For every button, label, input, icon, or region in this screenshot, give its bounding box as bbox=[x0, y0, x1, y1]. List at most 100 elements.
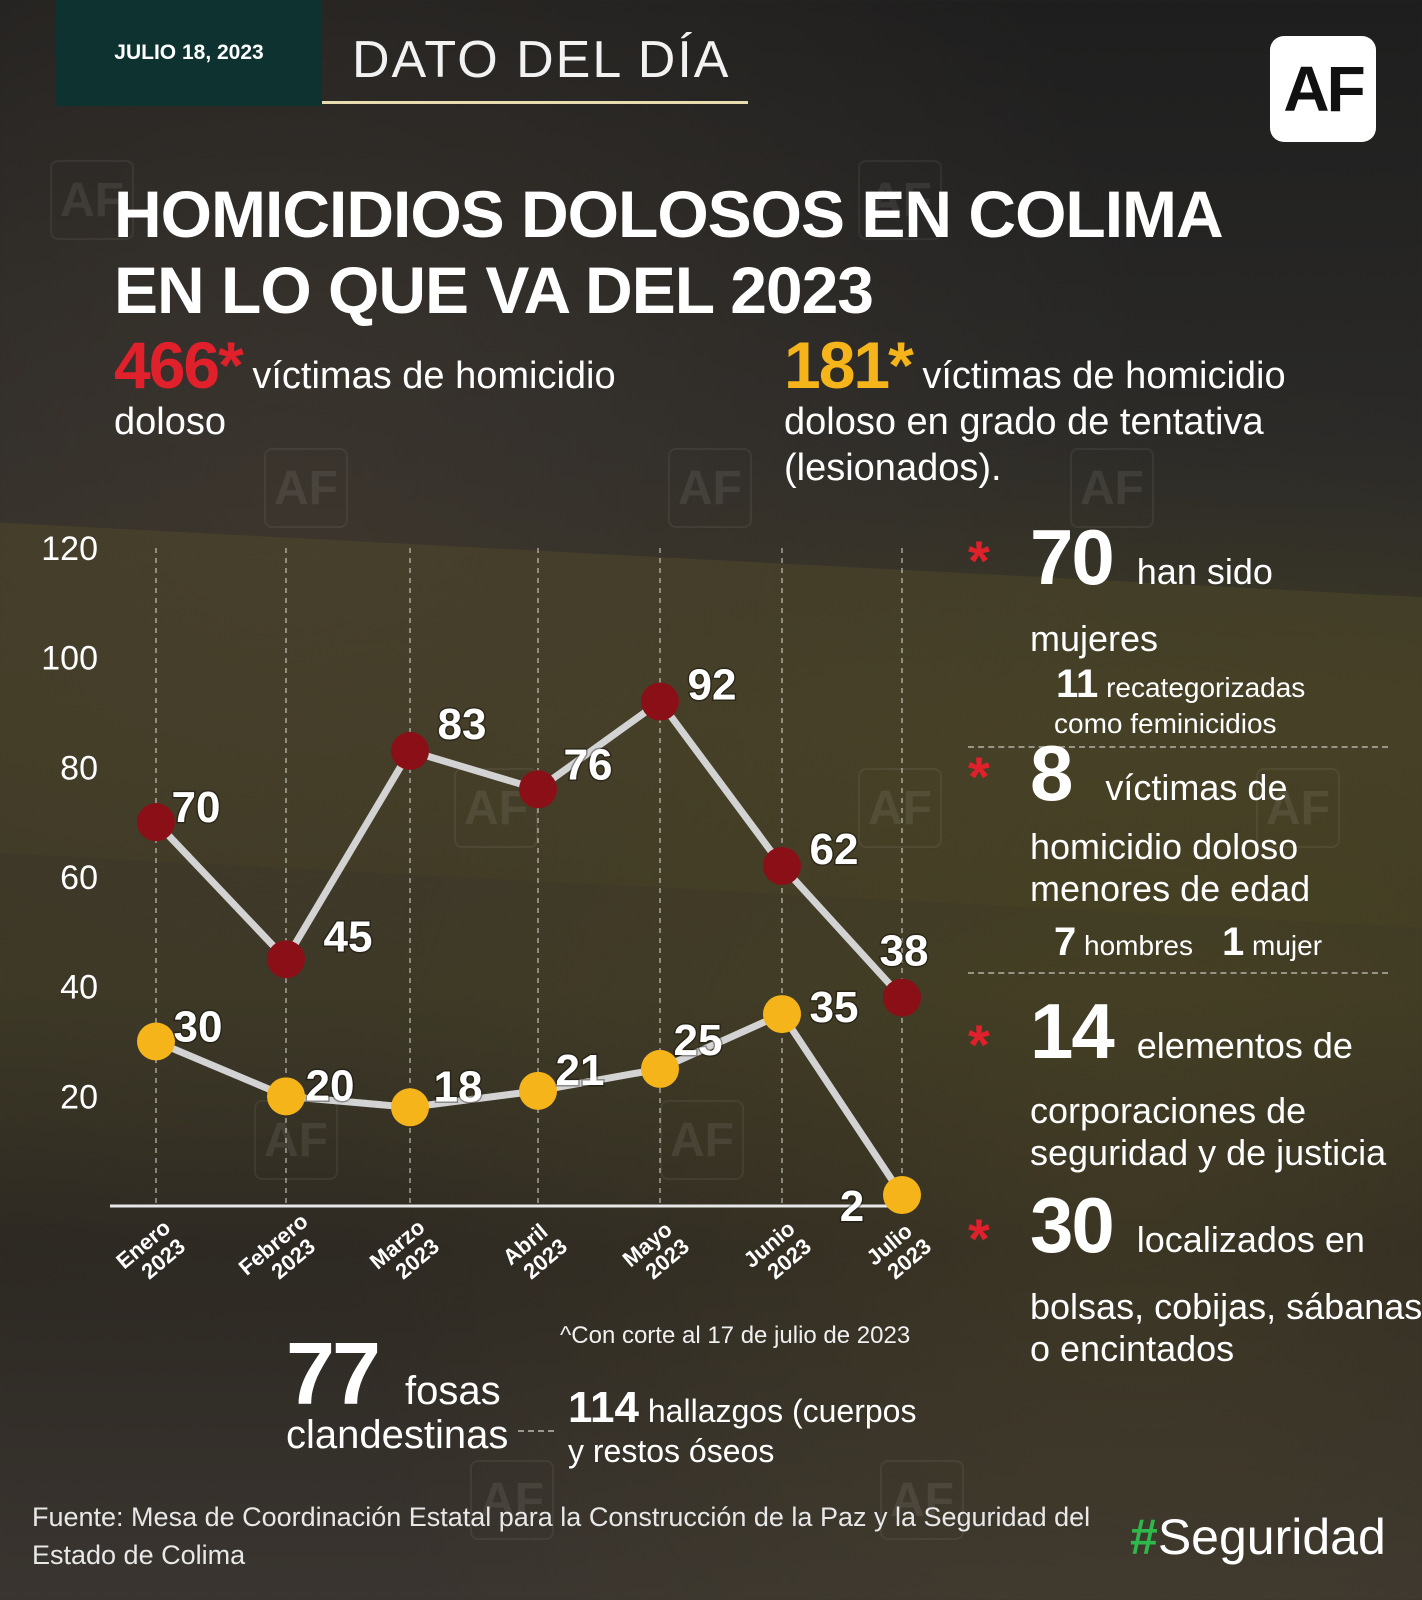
x-axis: Enero2023 Febrero2023 Marzo2023 Abril2023 Ma… bbox=[111, 1208, 936, 1280]
attempt-text: víctimas de homicidio doloso en grado de… bbox=[784, 355, 1286, 489]
series-points bbox=[137, 682, 921, 1215]
watermark-logo: AF bbox=[660, 1100, 744, 1180]
watermark-logo: AF bbox=[668, 448, 752, 528]
section-title: DATO DEL DÍA bbox=[352, 31, 731, 89]
security-number: 14 bbox=[1030, 987, 1115, 1075]
y-tick-label: 120 bbox=[41, 530, 98, 568]
data-label: 83 bbox=[438, 700, 487, 749]
girl-text: mujer bbox=[1252, 930, 1323, 961]
data-point bbox=[641, 682, 679, 721]
x-tick-label: Julio2023 bbox=[861, 1215, 936, 1280]
data-label: 76 bbox=[564, 740, 613, 789]
data-label: 92 bbox=[688, 661, 737, 710]
main-title-line2: EN LO QUE VA DEL 2023 bbox=[114, 253, 874, 327]
victims-stat: 466* víctimas de homicidio doloso bbox=[114, 332, 616, 445]
watermark-logo: AF bbox=[1070, 448, 1154, 528]
girls-line: 1 mujer bbox=[1222, 920, 1322, 965]
data-point bbox=[137, 1022, 175, 1061]
boys-line: 7 hombres bbox=[1054, 920, 1193, 965]
data-point bbox=[883, 1176, 921, 1215]
watermark-logo: AF bbox=[264, 448, 348, 528]
men-number: 7 bbox=[1054, 920, 1077, 964]
hash-symbol: # bbox=[1130, 1509, 1158, 1565]
bags-text-3: o encintados bbox=[1030, 1328, 1235, 1369]
x-tick-label: Enero2023 bbox=[111, 1215, 190, 1280]
y-tick-label: 60 bbox=[60, 859, 98, 897]
data-point bbox=[519, 770, 557, 809]
data-label: 35 bbox=[810, 983, 859, 1032]
watermark-logo: AF bbox=[858, 160, 942, 240]
data-label: 20 bbox=[306, 1061, 355, 1110]
x-tick-label: Junio2023 bbox=[739, 1215, 816, 1280]
minors-text-2: homicidio doloso bbox=[1030, 826, 1299, 867]
bags-number: 30 bbox=[1030, 1181, 1115, 1269]
watermark-logo: AF bbox=[880, 1460, 964, 1540]
x-tick-label: Marzo2023 bbox=[365, 1214, 445, 1280]
chart-grid bbox=[110, 548, 903, 1208]
security-text-2: corporaciones de bbox=[1030, 1090, 1307, 1131]
hashtag: #Seguridad bbox=[1130, 1508, 1386, 1566]
graves-number: 77 bbox=[286, 1324, 381, 1423]
data-label: 38 bbox=[880, 927, 929, 976]
side-divider bbox=[968, 746, 1388, 748]
date-badge: JULIO 18, 2023 bbox=[56, 0, 322, 106]
femicide-text-2: como feminicidios bbox=[1054, 708, 1277, 739]
victims-text-2: doloso bbox=[114, 401, 226, 443]
data-label: 21 bbox=[556, 1046, 605, 1095]
watermark-logo: AF bbox=[1256, 768, 1340, 848]
data-point bbox=[883, 978, 921, 1017]
data-point bbox=[391, 1088, 429, 1127]
watermark-logo: AF bbox=[50, 160, 134, 240]
data-label: 30 bbox=[174, 1003, 223, 1052]
women-number: 70 bbox=[1030, 513, 1115, 601]
bags-text: localizados en bbox=[1136, 1219, 1365, 1260]
watermark-logo: AF bbox=[470, 1460, 554, 1540]
hashtag-word: Seguridad bbox=[1157, 1509, 1386, 1565]
data-label: 2 bbox=[840, 1182, 864, 1231]
findings-number: 114 bbox=[568, 1383, 639, 1432]
star-icon: * bbox=[968, 1207, 990, 1270]
women-text: han sido bbox=[1136, 551, 1273, 592]
findings-text: hallazgos (cuerpos y restos óseos bbox=[568, 1393, 917, 1469]
graves-text: fosas bbox=[405, 1369, 501, 1413]
stat-separator bbox=[518, 1430, 554, 1432]
victims-text: víctimas de homicidio bbox=[241, 355, 616, 397]
data-point bbox=[391, 731, 429, 770]
source-note: Fuente: Mesa de Coordinación Estatal par… bbox=[32, 1502, 1091, 1570]
security-text: elementos de bbox=[1136, 1025, 1353, 1066]
security-text-3: seguridad y de justicia bbox=[1030, 1132, 1387, 1173]
minors-text: víctimas de bbox=[1105, 767, 1288, 808]
y-tick-label: 40 bbox=[60, 969, 98, 1007]
victims-number: 466* bbox=[114, 328, 244, 402]
data-label: 45 bbox=[324, 912, 373, 961]
women-text-2: mujeres bbox=[1030, 618, 1159, 659]
girl-number: 1 bbox=[1222, 920, 1245, 964]
data-label: 25 bbox=[674, 1016, 723, 1065]
y-tick-label: 20 bbox=[60, 1078, 98, 1116]
data-point bbox=[519, 1071, 557, 1110]
x-tick-label: Mayo2023 bbox=[618, 1215, 694, 1280]
data-point bbox=[763, 847, 801, 886]
y-axis: 20 40 60 80 100 120 bbox=[41, 530, 98, 1116]
y-tick-label: 80 bbox=[60, 749, 98, 787]
data-label: 70 bbox=[172, 783, 221, 832]
graves-stat: 77 fosas clandestinas bbox=[286, 1330, 508, 1458]
attempt-stat: 181* víctimas de homicidio doloso en gra… bbox=[784, 332, 1328, 491]
femicide-text: recategorizadas bbox=[1106, 672, 1306, 703]
side-divider bbox=[968, 972, 1388, 974]
x-tick-label: Abril2023 bbox=[498, 1215, 572, 1280]
femicide-line: 11 recategorizadas bbox=[1056, 662, 1305, 707]
minors-number: 8 bbox=[1030, 729, 1073, 817]
star-icon: * bbox=[968, 1013, 990, 1076]
x-tick-label: Febrero2023 bbox=[234, 1208, 328, 1280]
af-logo: AF bbox=[1270, 36, 1376, 142]
femicide-number: 11 bbox=[1056, 662, 1099, 706]
men-text: hombres bbox=[1084, 930, 1193, 961]
star-icon: * bbox=[968, 529, 990, 592]
watermark-logo: AF bbox=[858, 768, 942, 848]
data-labels: 70 45 83 76 92 62 38 30 20 18 21 25 35 2 bbox=[170, 659, 930, 1233]
data-point bbox=[267, 940, 305, 979]
bags-text-2: bolsas, cobijas, sábanas bbox=[1030, 1286, 1422, 1327]
data-point bbox=[763, 995, 801, 1034]
y-tick-label: 100 bbox=[41, 640, 98, 678]
